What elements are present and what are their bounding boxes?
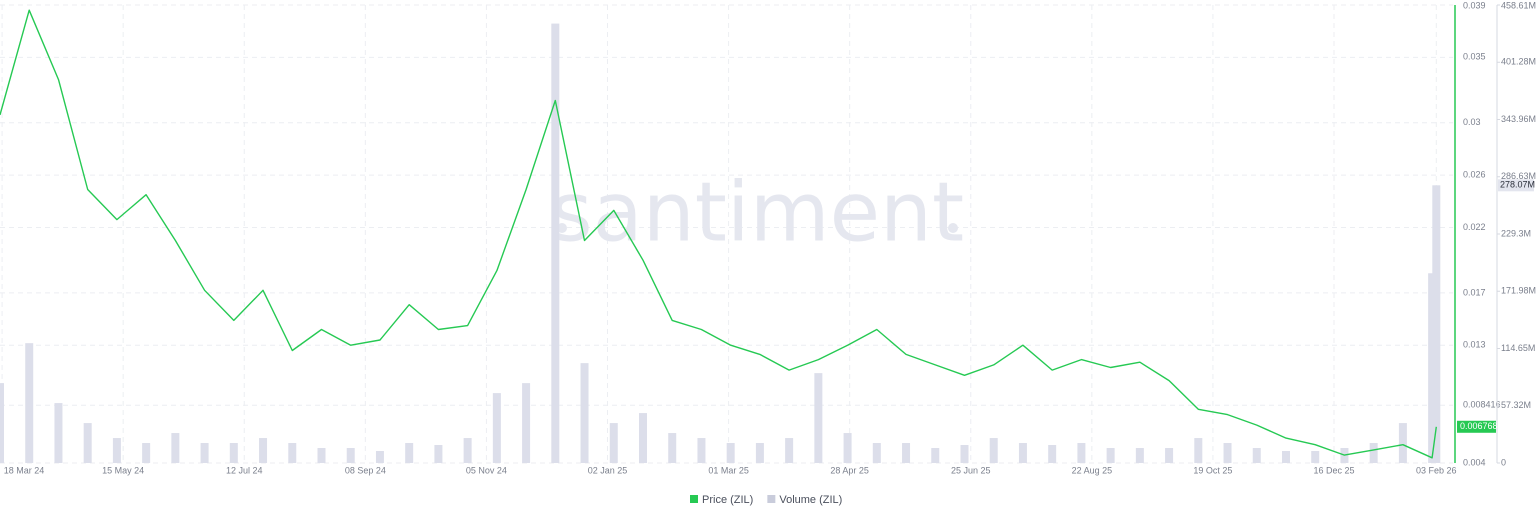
volume-bar xyxy=(0,383,4,463)
y-tick-label: 0.035 xyxy=(1463,52,1486,62)
legend-label: Volume (ZIL) xyxy=(779,494,842,506)
volume-bar xyxy=(1428,273,1437,463)
legend-label: Price (ZIL) xyxy=(702,494,753,506)
y-tick-label: 0.008416 xyxy=(1463,400,1501,410)
volume-bar xyxy=(989,438,998,463)
price-line xyxy=(0,9,1437,459)
x-tick-label: 16 Dec 25 xyxy=(1313,465,1354,475)
x-tick-label: 19 Oct 25 xyxy=(1193,465,1232,475)
axes: 0.004 0.008416 0.013 0.017 0.022 0.026 0.03 0.0… xyxy=(4,0,1536,475)
y2-tick-label: 57.32M xyxy=(1501,400,1531,410)
volume-bar xyxy=(317,448,326,463)
volume-bar xyxy=(755,443,764,463)
volume-bar xyxy=(1135,448,1144,463)
volume-bar xyxy=(54,403,63,463)
volume-bar xyxy=(638,413,647,463)
volume-bar xyxy=(1369,443,1378,463)
x-tick-label: 25 Jun 25 xyxy=(951,465,991,475)
volume-bar xyxy=(960,445,969,463)
y-tick-label: 0.004 xyxy=(1463,457,1486,467)
volume-bar xyxy=(1252,448,1261,463)
volume-bar xyxy=(1018,443,1027,463)
y2-tick-label: 286.63M xyxy=(1501,171,1536,181)
y2-tick-label: 401.28M xyxy=(1501,57,1536,67)
watermark: santiment xyxy=(550,165,964,260)
volume-bar xyxy=(200,443,209,463)
legend-swatch xyxy=(767,495,776,503)
y-tick-label: 0.039 xyxy=(1463,0,1486,10)
volume-bar xyxy=(1048,445,1057,463)
volume-bar xyxy=(229,443,238,463)
volume-bar xyxy=(1398,423,1407,463)
volume-bar xyxy=(1077,443,1086,463)
y-tick-label: 0.03 xyxy=(1463,117,1481,127)
volume-bar xyxy=(1311,451,1320,463)
volume-bar xyxy=(931,448,940,463)
volume-bar xyxy=(814,373,823,463)
volume-bar xyxy=(843,433,852,463)
x-tick-label: 02 Jan 25 xyxy=(588,465,628,475)
y2-tick-label: 458.61M xyxy=(1501,0,1536,10)
y-tick-label: 0.026 xyxy=(1463,169,1486,179)
x-tick-label: 08 Sep 24 xyxy=(345,465,386,475)
volume-bar xyxy=(492,393,501,463)
volume-bar xyxy=(405,443,414,463)
volume-bar xyxy=(609,423,618,463)
grid xyxy=(0,4,1453,464)
volume-bar xyxy=(83,423,92,463)
volume-bar xyxy=(1432,185,1441,463)
x-tick-label: 12 Jul 24 xyxy=(226,465,263,475)
y2-tick-label: 114.65M xyxy=(1501,343,1535,353)
volume-bar xyxy=(1194,438,1203,463)
volume-bar xyxy=(1281,451,1290,463)
y2-tick-label: 343.96M xyxy=(1501,114,1536,124)
x-tick-label: 22 Aug 25 xyxy=(1072,465,1113,475)
volume-bar xyxy=(697,438,706,463)
legend: Price (ZIL) Volume (ZIL) xyxy=(690,494,842,506)
y2-tick-label: 171.98M xyxy=(1501,286,1536,296)
volume-bar xyxy=(580,363,589,463)
y2-tick-label: 0 xyxy=(1501,457,1506,467)
y2-tick-label: 229.3M xyxy=(1501,228,1531,238)
watermark-dot xyxy=(948,223,958,233)
legend-swatch xyxy=(690,495,698,503)
volume-bar xyxy=(726,443,735,463)
volume-bar xyxy=(259,438,268,463)
volume-bar xyxy=(785,438,794,463)
x-tick-label: 03 Feb 26 xyxy=(1416,465,1457,475)
volume-bar xyxy=(112,438,121,463)
y-tick-label: 0.013 xyxy=(1463,340,1486,350)
volume-bar xyxy=(1165,448,1174,463)
current-volume-label: 278.07M xyxy=(1500,180,1535,190)
volume-bar xyxy=(551,23,560,464)
volume-bar xyxy=(434,445,443,463)
current-price-label: 0.006768 xyxy=(1460,421,1498,431)
y-tick-label: 0.022 xyxy=(1463,222,1486,232)
volume-bar xyxy=(463,438,472,463)
x-tick-label: 28 Apr 25 xyxy=(830,465,869,475)
volume-bar xyxy=(872,443,881,463)
x-tick-label: 15 May 24 xyxy=(102,465,144,475)
x-tick-label: 18 Mar 24 xyxy=(4,465,45,475)
volume-bar xyxy=(375,451,384,463)
price-line xyxy=(0,9,1437,459)
volume-bar xyxy=(288,443,297,463)
current-volume-box xyxy=(1498,179,1534,192)
watermark-dot xyxy=(557,223,567,233)
volume-bar xyxy=(25,343,34,463)
volume-bar xyxy=(1106,448,1115,463)
y-tick-label: 0.017 xyxy=(1463,287,1486,297)
volume-bar xyxy=(142,443,151,463)
volume-bar xyxy=(522,383,531,463)
x-tick-label: 01 Mar 25 xyxy=(708,465,749,475)
volume-bar xyxy=(171,433,180,463)
current-price-box xyxy=(1457,420,1496,433)
volume-bar xyxy=(668,433,677,463)
x-tick-label: 05 Nov 24 xyxy=(466,465,507,475)
volume-bar xyxy=(1223,443,1232,463)
volume-bar xyxy=(902,443,911,463)
volume-bar xyxy=(346,448,355,463)
